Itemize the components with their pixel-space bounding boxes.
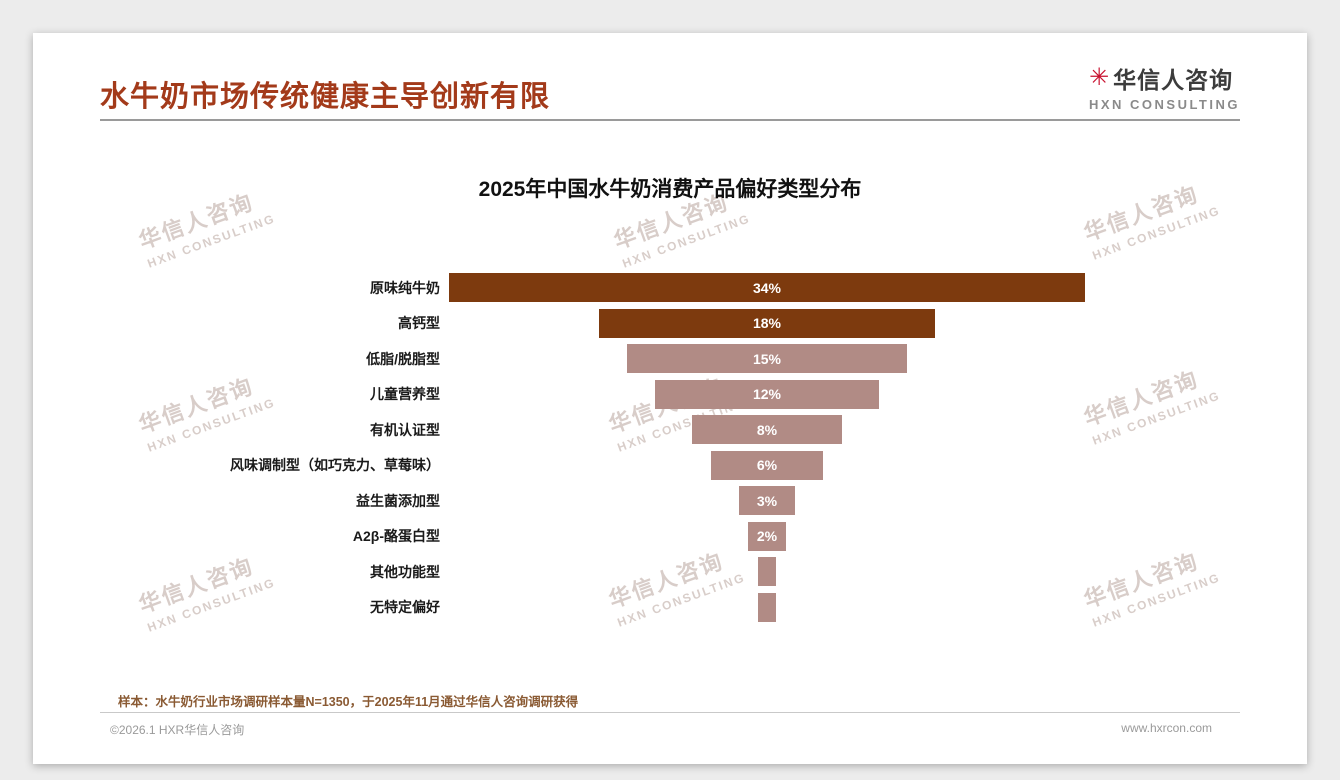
footer-divider bbox=[100, 712, 1240, 713]
bar-value-label: 15% bbox=[752, 350, 782, 367]
bar-track: 12% bbox=[450, 379, 1196, 409]
bar-value-label: 2% bbox=[756, 528, 778, 545]
bar: 8% bbox=[692, 415, 842, 445]
chart-row: 其他功能型 bbox=[66, 554, 1196, 590]
bar bbox=[757, 592, 777, 622]
bar-value-label: 12% bbox=[752, 386, 781, 403]
chart-row: 儿童营养型 12% bbox=[66, 377, 1196, 413]
category-label: A2β-酪蛋白型 bbox=[352, 528, 440, 545]
chart-row: 无特定偏好 bbox=[66, 590, 1196, 626]
bar-chart: 原味纯牛奶 34% 高钙型 18% 低脂/脱脂型 15% 儿童营养型 12% 有机认证型 8% 风味… bbox=[66, 270, 1196, 625]
bar-track: 2% bbox=[450, 521, 1196, 551]
header-divider bbox=[100, 119, 1240, 121]
bar-value-label: 18% bbox=[752, 315, 781, 332]
category-label: 高钙型 bbox=[398, 315, 440, 332]
category-label: 其他功能型 bbox=[370, 563, 440, 580]
website-url: www.hxrcon.com bbox=[1121, 721, 1212, 735]
bar: 18% bbox=[598, 308, 936, 338]
bar: 15% bbox=[626, 344, 908, 374]
chart-row: A2β-酪蛋白型 2% bbox=[66, 519, 1196, 555]
copyright-text: ©2026.1 HXR华信人咨询 bbox=[110, 723, 245, 737]
sample-note: 样本：水牛奶行业市场调研样本量N=1350，于2025年11月通过华信人咨询调研… bbox=[118, 695, 579, 709]
chart-title: 2025年中国水牛奶消费产品偏好类型分布 bbox=[478, 178, 862, 201]
bar-track bbox=[450, 592, 1196, 622]
category-label: 无特定偏好 bbox=[370, 599, 440, 616]
category-label: 原味纯牛奶 bbox=[370, 279, 440, 296]
slide: 华信人咨询 HXN CONSULTING 华信人咨询 HXN CONSULTING 华信… bbox=[33, 33, 1307, 764]
bar-value-label: 6% bbox=[756, 457, 778, 474]
chart-row: 高钙型 18% bbox=[66, 306, 1196, 342]
category-label: 低脂/脱脂型 bbox=[366, 350, 440, 367]
bar-track: 3% bbox=[450, 486, 1196, 516]
bar-value-label: 8% bbox=[756, 421, 778, 438]
bar: 6% bbox=[710, 450, 824, 480]
chart-row: 风味调制型（如巧克力、草莓味） 6% bbox=[66, 448, 1196, 484]
bar: 34% bbox=[449, 273, 1085, 303]
logo-asterisk-icon: ✳ bbox=[1088, 64, 1110, 91]
category-label: 儿童营养型 bbox=[370, 386, 440, 403]
bar-value-label: 34% bbox=[752, 279, 782, 296]
bar-track: 18% bbox=[450, 308, 1196, 338]
logo-name: 华信人咨询 bbox=[1113, 67, 1234, 93]
footer: ©2026.1 HXR华信人咨询 www.hxrcon.com bbox=[110, 721, 1212, 738]
category-label: 益生菌添加型 bbox=[356, 492, 440, 509]
category-label: 风味调制型（如巧克力、草莓味） bbox=[230, 457, 440, 474]
bar bbox=[757, 557, 777, 587]
category-label: 有机认证型 bbox=[370, 421, 440, 438]
chart-row: 有机认证型 8% bbox=[66, 412, 1196, 448]
chart-row: 原味纯牛奶 34% bbox=[66, 270, 1196, 306]
bar-track: 15% bbox=[450, 344, 1196, 374]
bar-track: 6% bbox=[450, 450, 1196, 480]
chart-row: 低脂/脱脂型 15% bbox=[66, 341, 1196, 377]
bar-track: 34% bbox=[449, 273, 1196, 303]
bar-value-label: 3% bbox=[756, 492, 778, 509]
bar-track: 8% bbox=[450, 415, 1196, 445]
logo-subtitle: HXN CONSULTING bbox=[1088, 97, 1240, 112]
bar: 3% bbox=[738, 486, 796, 516]
company-logo: ✳ 华信人咨询 HXN CONSULTING bbox=[1088, 61, 1240, 113]
bar-track bbox=[450, 557, 1196, 587]
page-title: 水牛奶市场传统健康主导创新有限 bbox=[100, 81, 551, 113]
bar: 2% bbox=[748, 521, 786, 551]
bar: 12% bbox=[654, 379, 880, 409]
chart-row: 益生菌添加型 3% bbox=[66, 483, 1196, 519]
